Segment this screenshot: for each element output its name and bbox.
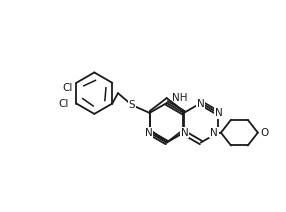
Text: Cl: Cl (62, 83, 72, 93)
Text: O: O (261, 128, 269, 138)
Text: N: N (197, 99, 205, 109)
Text: Cl: Cl (58, 99, 68, 109)
Text: N: N (181, 128, 189, 138)
Text: NH: NH (172, 93, 187, 103)
Text: N: N (210, 128, 218, 138)
Text: N: N (145, 128, 152, 138)
Text: S: S (128, 100, 135, 110)
Text: N: N (215, 108, 223, 118)
